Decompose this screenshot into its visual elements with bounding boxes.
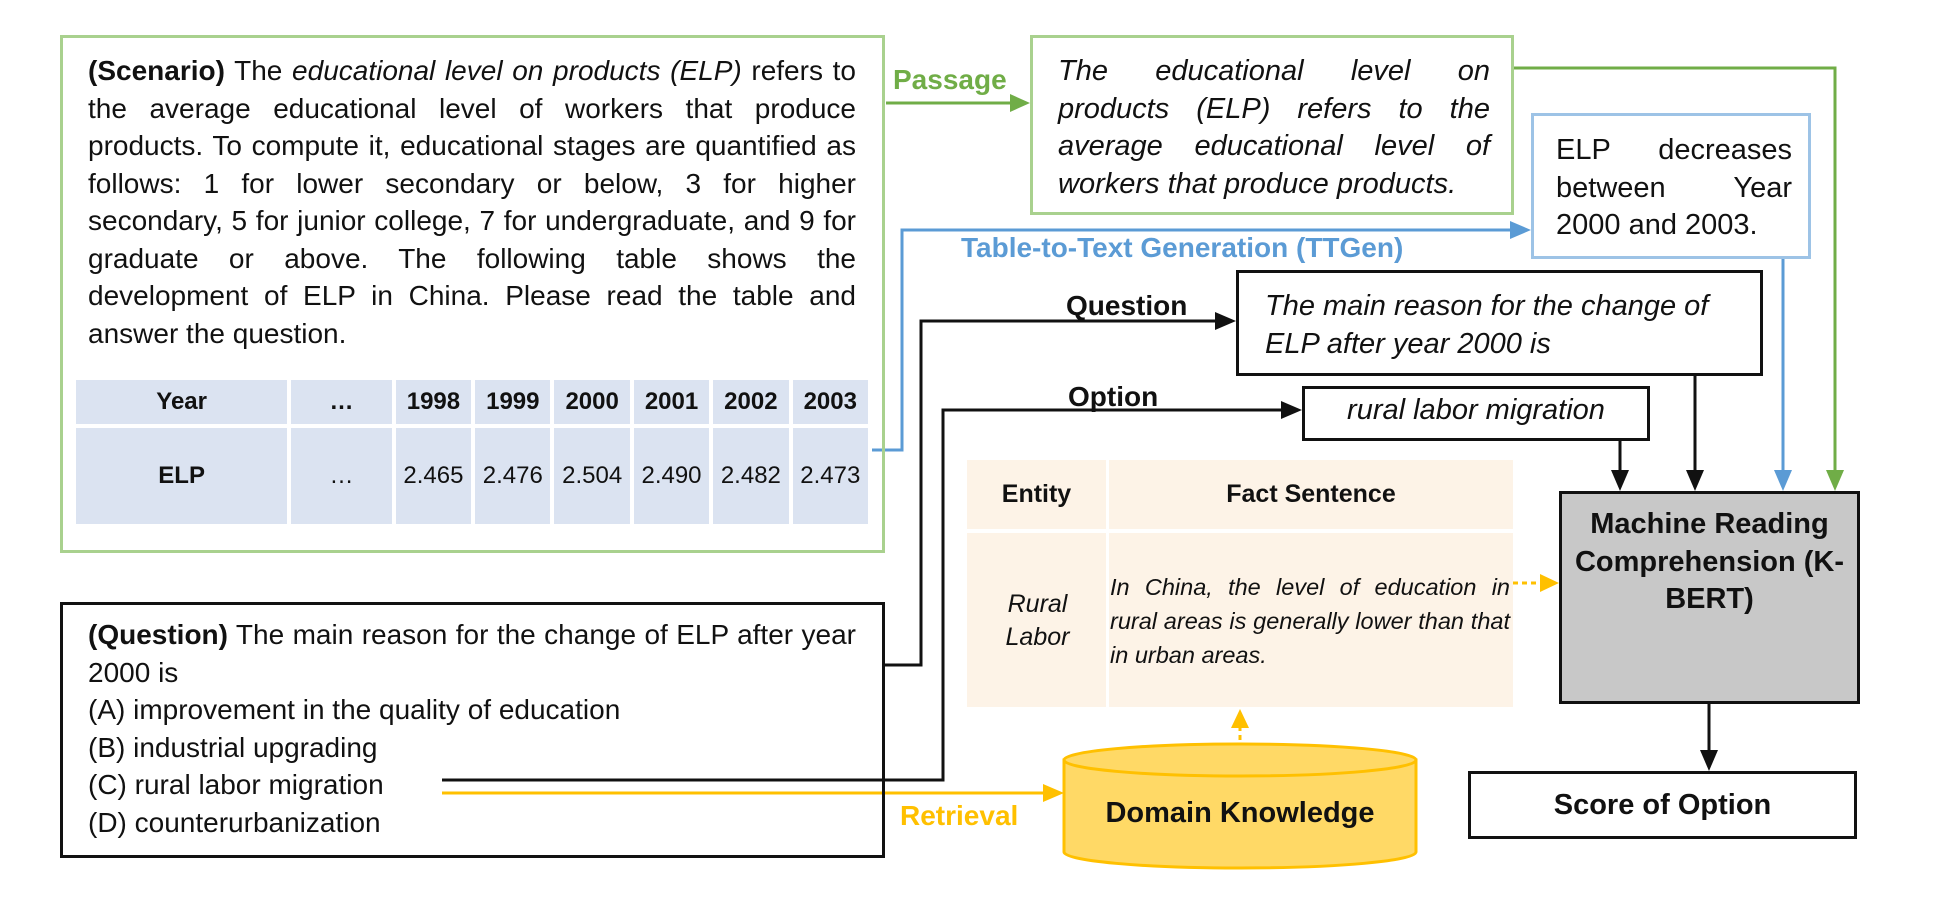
knowledge-table <box>967 460 1513 707</box>
ttgen-text: ELP decreases between Year 2000 and 2003… <box>1556 134 1792 241</box>
question-to-mrc-arrow <box>1686 376 1704 491</box>
domain-knowledge-label: Domain Knowledge <box>1105 797 1375 829</box>
knowledge-table-row-divider <box>967 529 1513 533</box>
option-node-text: rural labor migration <box>1347 394 1605 426</box>
elp-table-data-row: ELP … 2.465 2.476 2.504 2.490 2.482 2.47… <box>76 428 868 524</box>
elp-header-cell: 2001 <box>633 380 710 428</box>
question-option: (A) improvement in the quality of educat… <box>88 694 621 725</box>
option-label: Option <box>1068 381 1159 412</box>
passage-label: Passage <box>893 64 1007 95</box>
elp-header-cell: 1998 <box>395 380 472 428</box>
domain-knowledge-database <box>1062 742 1418 870</box>
passage-text: The educational level on products (ELP) … <box>1058 55 1490 200</box>
knowledge-table-column-divider <box>1106 460 1109 707</box>
elp-header-cell: 2002 <box>713 380 789 428</box>
ttgen-arrow <box>872 221 1531 452</box>
knowledge-fact-sentence: In China, the level of education in rura… <box>1110 574 1510 668</box>
ttgen-to-mrc-arrow <box>1774 259 1792 491</box>
question-arrow <box>885 312 1236 667</box>
score-box <box>1468 771 1857 839</box>
question-option: (C) rural labor migration <box>88 769 384 800</box>
scenario-prefix: (Scenario) <box>88 55 225 86</box>
mrc-text: Machine Reading Comprehension (K-BERT) <box>1574 508 1845 615</box>
knowledge-header-fact: Fact Sentence <box>1226 480 1396 508</box>
elp-cell: … <box>291 428 392 524</box>
question-node-box <box>1236 270 1763 376</box>
mrc-box <box>1559 491 1860 704</box>
elp-cell: 2.465 <box>395 428 472 524</box>
elp-table-header-row: Year … 1998 1999 2000 2001 2002 2003 <box>76 380 868 428</box>
elp-header-cell: 2003 <box>792 380 868 428</box>
elp-row-label: ELP <box>76 428 288 524</box>
elp-header-cell: Year <box>76 380 288 428</box>
question-option: (D) counterurbanization <box>88 807 381 838</box>
elp-cell: 2.504 <box>554 428 630 524</box>
elp-header-cell: 1999 <box>475 380 551 428</box>
ttgen-box <box>1531 113 1811 259</box>
option-node-box <box>1302 386 1650 441</box>
option-arrow <box>442 401 1302 782</box>
passage-to-mrc-arrow <box>1514 66 1844 491</box>
scenario-lead: The <box>224 55 293 86</box>
passage-arrow <box>886 94 1030 112</box>
elp-cell: 2.482 <box>713 428 789 524</box>
option-to-mrc-arrow <box>1611 441 1629 491</box>
database-to-knowledge-arrow <box>1231 709 1249 740</box>
question-panel-stem-text: The main reason for the change of ELP af… <box>88 619 856 688</box>
elp-header-cell: … <box>291 380 392 428</box>
knowledge-entity: Rural Labor <box>1005 590 1070 651</box>
question-option: (B) industrial upgrading <box>88 732 378 763</box>
retrieval-label: Retrieval <box>900 800 1019 831</box>
elp-cell: 2.490 <box>633 428 710 524</box>
passage-box <box>1030 35 1514 215</box>
scenario-term: educational level on products (ELP) <box>292 55 742 86</box>
knowledge-header-entity: Entity <box>1001 480 1072 508</box>
knowledge-to-mrc-arrow <box>1513 574 1559 592</box>
question-label: Question <box>1066 290 1188 321</box>
scenario-body: refers to the average educational level … <box>88 55 856 349</box>
question-node-text: The main reason for the change of ELP af… <box>1265 290 1709 360</box>
mrc-to-score-arrow <box>1700 704 1718 771</box>
question-panel-stem: (Question) The main reason for the chang… <box>88 616 856 691</box>
scenario-panel <box>60 35 885 553</box>
elp-cell: 2.473 <box>792 428 868 524</box>
score-text: Score of Option <box>1553 789 1772 821</box>
elp-table: Year … 1998 1999 2000 2001 2002 2003 ELP… <box>72 380 872 524</box>
ttgen-label: Table-to-Text Generation (TTGen) <box>961 232 1404 263</box>
question-panel <box>60 602 885 858</box>
elp-cell: 2.476 <box>475 428 551 524</box>
elp-header-cell: 2000 <box>554 380 630 428</box>
scenario-text: (Scenario) The educational level on prod… <box>88 52 856 352</box>
question-panel-prefix: (Question) <box>88 619 228 650</box>
retrieval-arrow <box>442 784 1064 802</box>
